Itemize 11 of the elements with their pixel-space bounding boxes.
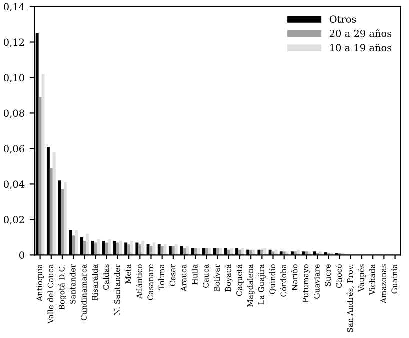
y-tick-label: 0,04 [4, 180, 25, 190]
legend-label: 20 a 29 años [330, 30, 392, 38]
y-tick-label: 0 [20, 252, 24, 260]
legend-label: 10 a 19 años [330, 44, 392, 52]
legend-label: Otros [330, 16, 356, 24]
y-tick-label: 0,12 [4, 38, 24, 48]
y-tick-label: 0,08 [4, 110, 24, 118]
y-tick-label: 0,10 [4, 74, 24, 83]
y-tick-label: 0,14 [4, 3, 25, 12]
y-tick-label: 0,02 [4, 216, 24, 225]
y-tick-label: 0,06 [4, 145, 24, 154]
